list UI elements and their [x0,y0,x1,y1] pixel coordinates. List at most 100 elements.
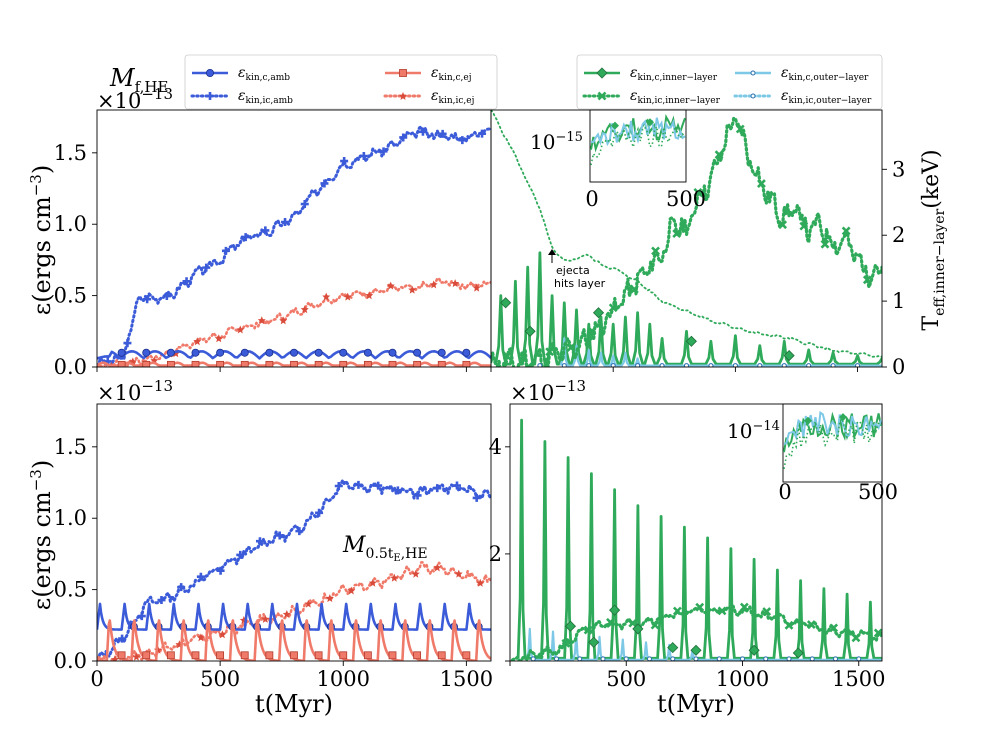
marker-ic-inner [695,602,705,612]
marker-ic-ej [196,633,205,642]
svg-text:ejecta: ejecta [556,264,590,277]
series-ic-inner-layer [491,116,882,367]
marker-ic-amb [157,596,166,605]
inset-markers [804,413,847,425]
marker-c-inner [500,297,512,309]
marker-c-amb [166,348,175,357]
marker-ic-inner [762,607,772,616]
marker-c-outer [623,656,629,661]
marker-c-outer [809,656,815,661]
inset-series [590,124,686,166]
tick-label: 1500 [440,667,493,691]
marker-c-outer [537,363,543,367]
marker-ic-amb [393,486,402,495]
legend-label: εkin,c,outer−layer [781,65,869,83]
marker-ic-inner [735,124,745,134]
marker-ic-inner [693,187,703,197]
tick-label: 4 [489,435,502,459]
marker-c-ej [142,360,151,367]
tick-label: 0.5 [54,284,87,308]
marker-ic-inner [717,606,727,616]
top-left-plot-area [97,125,491,367]
marker-c-outer [806,363,812,367]
marker-c-outer [647,656,652,661]
marker-c-inner [792,647,804,659]
marker-ic-ej [300,305,309,314]
top-left-axes-frame [96,109,492,368]
legend-marker [596,67,608,79]
top-right-plot-area [491,110,882,367]
marker-ic-amb [182,277,191,286]
marker-ic-amb [143,295,152,304]
series-c-outer-layer [559,337,882,367]
marker-ic-ej [368,578,377,587]
tick-label: 0 [90,667,103,691]
marker-c-outer [693,656,699,661]
bottom-right-axes-frame [509,403,883,662]
marker-c-outer [763,656,769,661]
marker-c-inner [592,307,605,319]
marker-c-outer [830,363,836,367]
marker-c-inner [783,350,795,362]
svg-text:0: 0 [585,187,598,211]
marker-ic-ej [282,610,291,619]
marker-c-outer [716,656,722,661]
marker-ic-ej [454,569,463,578]
marker-ic-ej [110,655,119,661]
marker-ic-inner [829,623,839,633]
marker-c-amb [142,348,151,357]
legend-right: εkin,c,inner−layer εkin,ic,inner−layer εki… [576,54,883,110]
inset-bottom-scale: 10−14 [727,419,780,443]
marker-c-outer [786,656,792,661]
inset-series [783,410,882,445]
tick-label: 1.0 [54,506,87,530]
tick-label: 1000 [317,667,370,691]
marker-c-ej [388,360,397,367]
bottom-left-axes-frame [96,403,492,662]
bottom-right-xlabel: t(Myr) [657,690,735,718]
marker-ic-ej [236,325,245,334]
marker-c-amb [289,348,298,357]
marker-c-inner [632,623,644,635]
inset-markers [611,118,654,130]
marker-ic-amb [123,339,132,348]
marker-c-outer [530,656,536,661]
top-left-multiplier: ×10−13 [97,85,173,113]
marker-ic-ej [472,283,481,292]
marker-ic-amb [334,482,343,491]
marker-ic-inner [757,179,766,188]
marker-ic-ej [132,652,141,661]
marker-ic-inner [583,625,593,635]
marker-ic-amb [478,129,487,138]
legend-marker [750,93,756,99]
tick-label: 0.0 [54,355,87,379]
marker-ic-ej [429,280,438,289]
marker-c-amb [240,348,249,357]
marker-c-ej [265,360,274,367]
marker-ic-inner [672,606,682,616]
marker-ic-amb [202,263,211,272]
marker-c-outer [732,363,738,367]
marker-c-amb [388,348,397,357]
marker-ic-ej [390,573,399,582]
legend-label: εkin,ic,ej [431,88,474,106]
marker-ic-amb [275,531,284,540]
marker-c-amb [339,348,348,357]
svg-text:500: 500 [666,187,706,211]
marker-c-outer [856,656,862,661]
marker-ic-ej [279,316,288,325]
series-ic-inner-layer [510,604,882,661]
marker-ic-ej [304,599,313,608]
marker-ic-amb [418,127,427,136]
bottom-right-multiplier: ×10−13 [510,377,586,405]
marker-c-ej [437,651,446,660]
marker-c-ej [339,360,348,367]
marker-c-amb [363,348,372,357]
tick-label: 0.5 [54,578,87,602]
marker-c-outer [600,656,606,661]
marker-c-outer [757,363,763,367]
marker-ic-amb [320,179,329,188]
legend-label: εkin,c,ej [431,65,472,83]
legend-label: εkin,c,amb [238,65,290,83]
marker-c-ej [117,651,126,660]
